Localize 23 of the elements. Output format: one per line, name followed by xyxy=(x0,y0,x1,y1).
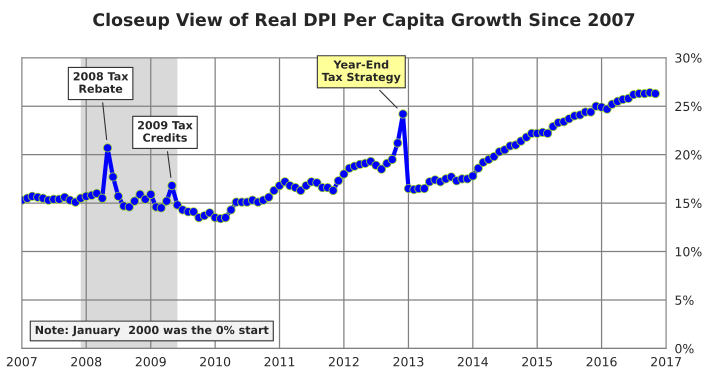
annotation: 2008 Tax Rebate xyxy=(74,72,128,93)
chart-title: Closeup View of Real DPI Per Capita Growth Since 2007 xyxy=(93,12,634,30)
x-tick-label: 2010 xyxy=(200,356,230,366)
x-tick-label: 2014 xyxy=(458,356,488,366)
x-tick-label: 2011 xyxy=(264,356,294,366)
x-tick-label: 2012 xyxy=(328,356,359,366)
x-tick-label: 2007 xyxy=(6,356,37,366)
y-tick-label: 10% xyxy=(676,247,702,256)
annotation: Note: January 2000 was the 0% start xyxy=(36,326,269,336)
annotation: 2009 Tax Credits xyxy=(138,120,193,142)
x-tick-label: 2015 xyxy=(522,356,552,366)
y-tick-label: 15% xyxy=(676,198,702,208)
y-tick-label: 5% xyxy=(675,295,694,305)
annotation: Year-End Tax Strategy xyxy=(322,60,401,84)
y-tick-label: 25% xyxy=(675,102,702,112)
x-tick-label: 2017 xyxy=(651,356,681,366)
y-tick-label: 20% xyxy=(675,150,702,160)
y-tick-label: 0% xyxy=(675,344,694,354)
x-tick-label: 2009 xyxy=(136,356,166,366)
x-tick-label: 2008 xyxy=(71,356,102,366)
y-tick-label: 30% xyxy=(675,53,702,63)
x-tick-label: 2016 xyxy=(586,356,617,366)
x-tick-label: 2013 xyxy=(393,356,424,366)
